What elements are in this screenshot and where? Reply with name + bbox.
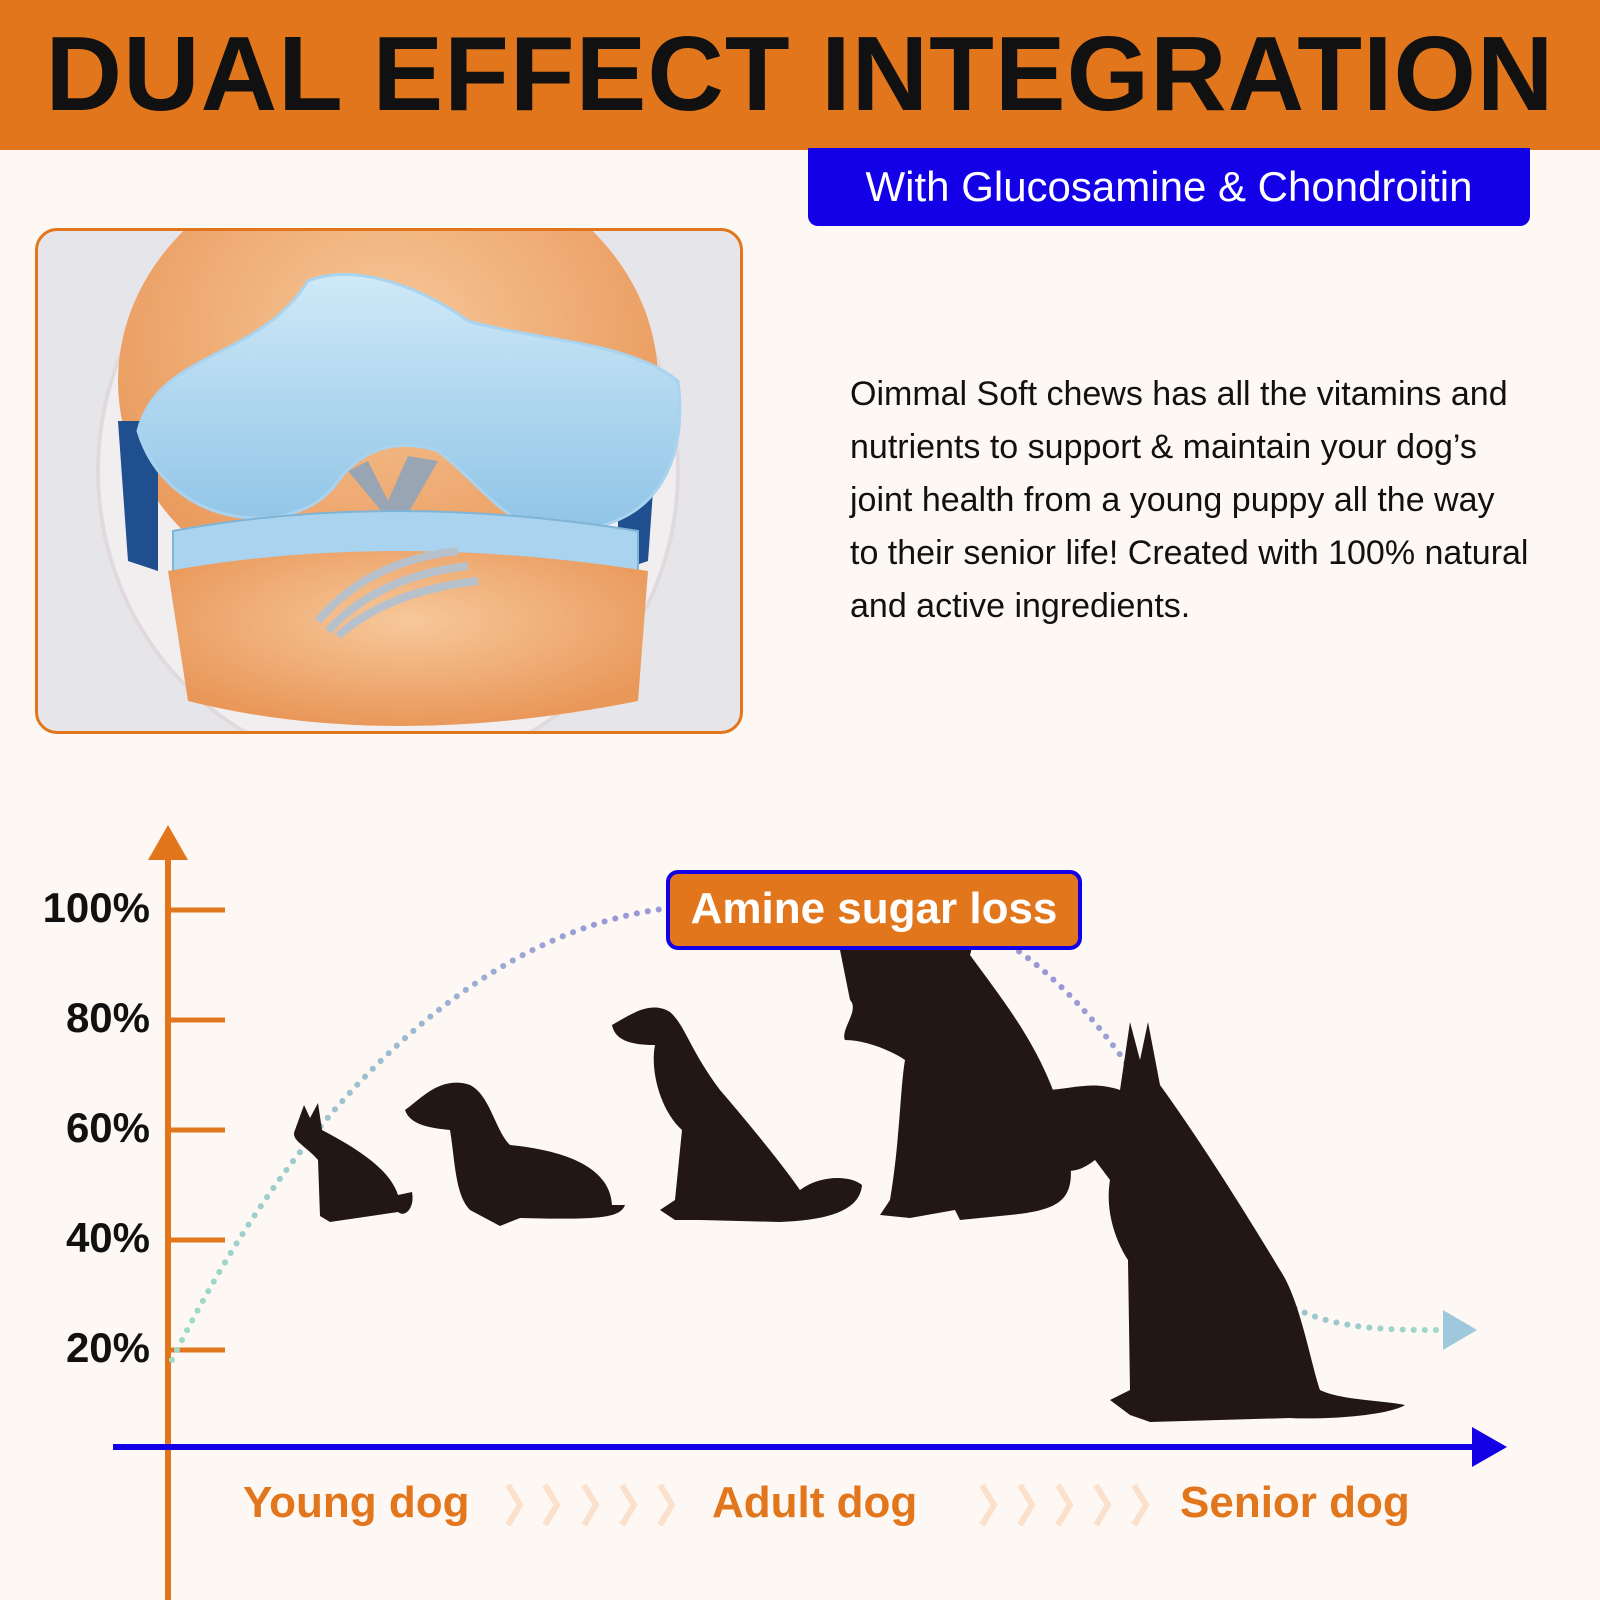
- progress-chevrons: [505, 1483, 1150, 1527]
- subtitle-badge: With Glucosamine & Chondroitin: [808, 148, 1530, 226]
- product-description: Oimmal Soft chews has all the vitamins a…: [850, 375, 1529, 625]
- stage-label-adult: Adult dog: [712, 1478, 918, 1527]
- great-dane-silhouette-icon: [1045, 1022, 1405, 1422]
- amine-sugar-loss-callout: Amine sugar loss: [666, 870, 1082, 950]
- y-tick-label: 100%: [42, 884, 150, 931]
- y-axis-arrow-icon: [148, 825, 188, 860]
- dachshund-silhouette-icon: [405, 1082, 625, 1226]
- y-tick-label: 60%: [65, 1104, 150, 1151]
- header-banner: DUAL EFFECT INTEGRATION: [0, 0, 1600, 150]
- knee-joint-illustration: [35, 228, 743, 734]
- labrador-silhouette-icon: [840, 919, 1071, 1220]
- curve-arrow-icon: [1443, 1310, 1477, 1350]
- y-tick-label: 20%: [65, 1324, 150, 1371]
- y-tick-label: 80%: [65, 994, 150, 1041]
- y-tick-label: 40%: [65, 1214, 150, 1261]
- stage-label-young: Young dog: [243, 1478, 470, 1527]
- joint-health-chart: 100% 80% 60% 40% 20% Amine sugar loss Yo…: [0, 800, 1600, 1600]
- dog-silhouettes: [294, 919, 1405, 1422]
- stage-label-senior: Senior dog: [1180, 1478, 1410, 1527]
- puppy-silhouette-icon: [294, 1103, 413, 1222]
- y-axis: [148, 825, 225, 1600]
- x-axis: [113, 1427, 1507, 1467]
- x-axis-arrow-icon: [1472, 1427, 1507, 1467]
- retriever-silhouette-icon: [612, 1007, 862, 1222]
- page-title: DUAL EFFECT INTEGRATION: [45, 15, 1555, 133]
